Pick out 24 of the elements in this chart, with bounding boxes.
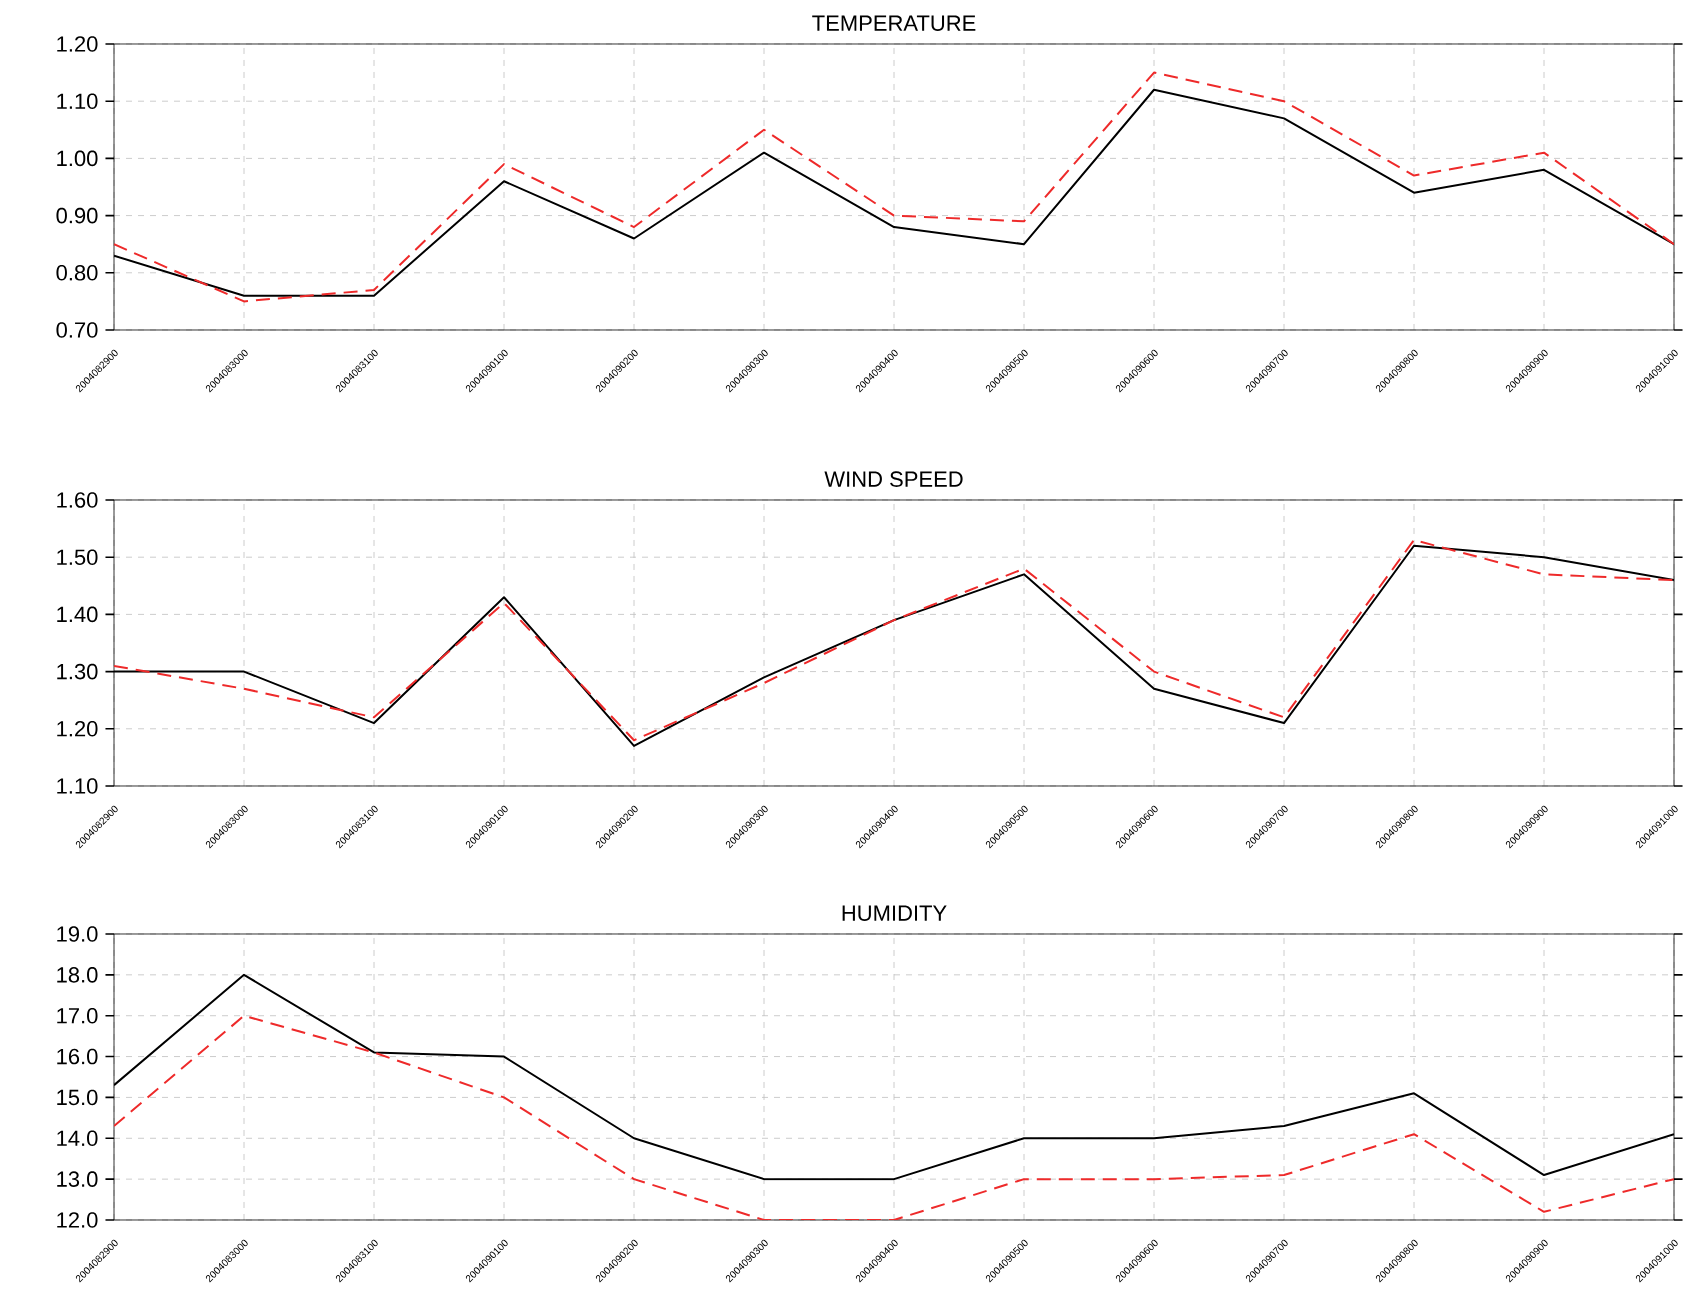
y-tick-label: 17.0 — [57, 1007, 98, 1024]
y-tick-label: 1.50 — [57, 549, 98, 565]
y-tick-label: 1.30 — [57, 663, 98, 680]
line-series — [114, 1014, 1674, 1220]
chart-title: WIND SPEED — [824, 471, 963, 487]
chart-title: HUMIDITY — [842, 905, 947, 921]
y-tick-label: 14.0 — [57, 1130, 98, 1147]
y-tick-label: 1.00 — [57, 150, 98, 167]
y-tick-label: 0.80 — [56, 265, 98, 281]
y-tick-label: 1.40 — [57, 606, 98, 623]
y-tick-label: 1.10 — [57, 93, 98, 109]
y-tick-label: 1.60 — [57, 492, 98, 508]
y-tick-label: 1.20 — [57, 36, 98, 52]
y-tick-label: 19.0 — [57, 926, 98, 942]
y-tick-label: 0.70 — [56, 322, 98, 338]
y-tick-label: 1.20 — [57, 721, 98, 737]
y-tick-label: 1.10 — [57, 778, 98, 794]
y-tick-label: 18.0 — [57, 967, 98, 983]
y-tick-label: 16.0 — [57, 1048, 98, 1065]
y-tick-label: 12.0 — [57, 1212, 98, 1228]
chart-title: TEMPERATURE — [812, 15, 976, 31]
y-tick-label: 13.0 — [57, 1171, 98, 1187]
y-tick-label: 15.0 — [57, 1089, 98, 1106]
y-tick-label: 0.90 — [56, 207, 98, 224]
